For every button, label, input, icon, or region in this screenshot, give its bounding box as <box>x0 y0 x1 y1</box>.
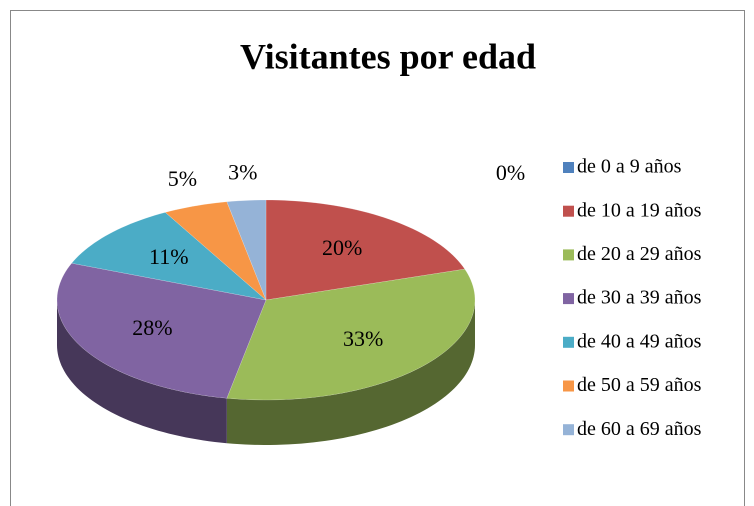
legend-label: de 20 a 29 años <box>577 243 702 265</box>
legend-swatch <box>563 424 574 436</box>
slice <box>71 212 267 301</box>
chart-border <box>10 10 745 506</box>
slice-side <box>226 300 475 445</box>
legend-label: de 0 a 9 años <box>577 156 682 178</box>
slice-side <box>57 300 227 444</box>
legend-swatch <box>563 336 574 348</box>
data-label: 3% <box>228 160 257 185</box>
legend-swatch <box>563 205 574 217</box>
legend-label: de 30 a 39 años <box>577 287 702 309</box>
data-label: 11% <box>149 244 189 269</box>
data-label: 20% <box>322 235 362 260</box>
legend-label: de 40 a 49 años <box>577 330 702 352</box>
legend-label: de 50 a 59 años <box>577 374 702 396</box>
legend-swatch <box>563 249 574 261</box>
data-label: 0% <box>496 160 525 185</box>
slice <box>226 268 476 401</box>
legend-swatch <box>563 380 574 392</box>
slice <box>164 201 267 301</box>
legend-label: de 10 a 19 años <box>577 199 702 221</box>
slice <box>226 199 267 301</box>
data-label: 28% <box>132 315 172 340</box>
slice <box>56 262 267 399</box>
legend-swatch <box>563 293 574 305</box>
data-label: 5% <box>168 166 197 191</box>
legend-swatch <box>563 162 574 173</box>
legend-label: de 60 a 69 años <box>577 418 702 440</box>
chart-title: Visitantes por edad <box>240 36 536 76</box>
slice <box>265 199 466 301</box>
data-label: 33% <box>343 326 383 351</box>
